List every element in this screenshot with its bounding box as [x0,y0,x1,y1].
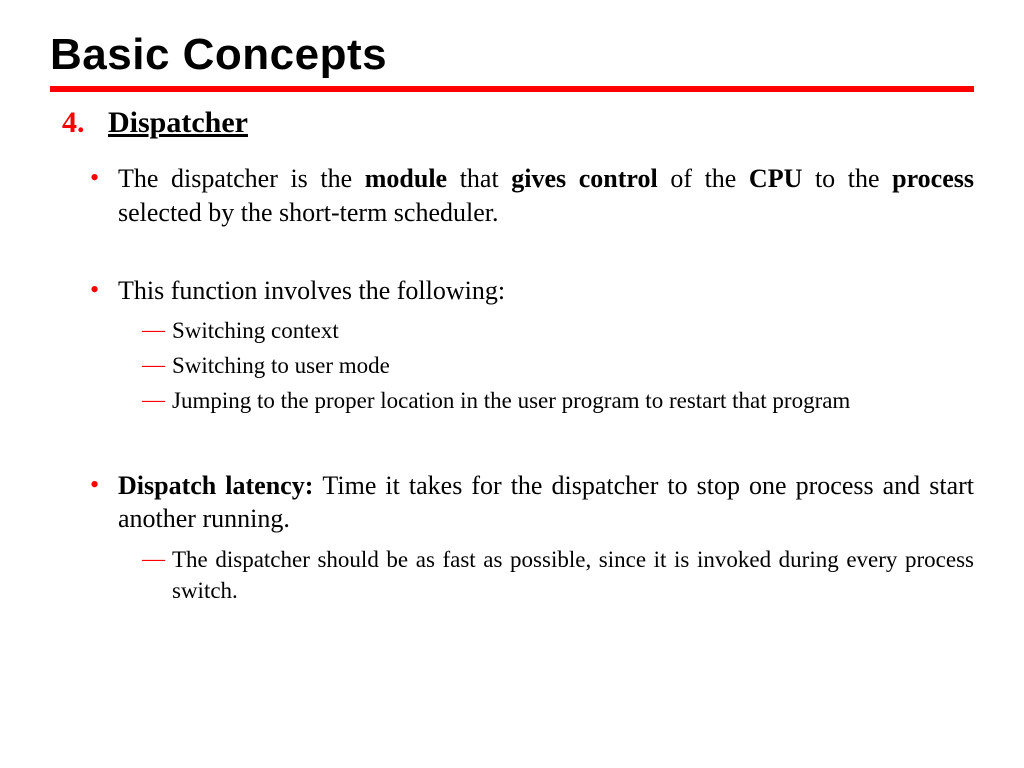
slide-title: Basic Concepts [50,30,974,92]
bullet-text: This function involves the following: [118,274,974,308]
dash-marker: — [142,315,172,345]
sub-bullet-item: —Jumping to the proper location in the u… [142,385,974,416]
sub-bullet-item: —Switching context [142,315,974,346]
section-heading: Dispatcher [108,106,248,140]
sub-bullet-item: —The dispatcher should be as fast as pos… [142,544,974,606]
section-heading-row: 4. Dispatcher [62,106,974,140]
bullet-item: •Dispatch latency: Time it takes for the… [90,469,974,537]
sub-bullet-text: Switching to user mode [172,350,974,381]
bold-text: process [892,164,974,193]
bold-text: gives control [511,164,657,193]
bullet-marker: • [90,274,118,306]
bullet-marker: • [90,162,118,194]
sub-bullet-text: Jumping to the proper location in the us… [172,385,974,416]
sub-bullet-text: The dispatcher should be as fast as poss… [172,544,974,606]
dash-marker: — [142,350,172,380]
dash-marker: — [142,544,172,574]
bullet-text: The dispatcher is the module that gives … [118,162,974,230]
bullet-marker: • [90,469,118,501]
bold-text: module [365,164,447,193]
slide-body: •The dispatcher is the module that gives… [50,162,974,606]
sub-bullet-text: Switching context [172,315,974,346]
bold-text: CPU [749,164,802,193]
section-number: 4. [62,106,108,140]
bullet-item: •This function involves the following: [90,274,974,308]
dash-marker: — [142,385,172,415]
bullet-text: Dispatch latency: Time it takes for the … [118,469,974,537]
sub-bullet-item: —Switching to user mode [142,350,974,381]
bullet-item: •The dispatcher is the module that gives… [90,162,974,230]
bold-text: Dispatch latency: [118,471,322,500]
